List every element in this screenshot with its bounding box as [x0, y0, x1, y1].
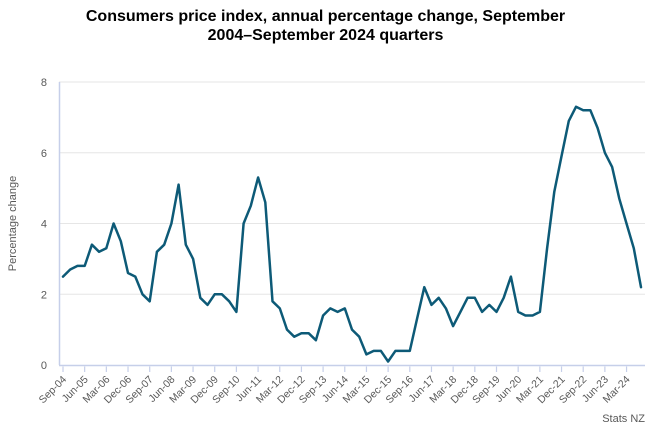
y-axis-title: Percentage change — [7, 176, 19, 271]
y-tick-label: 4 — [41, 219, 47, 231]
cpi-series-line — [61, 105, 643, 363]
y-tick-label: 6 — [41, 148, 47, 160]
source-label: Stats NZ — [602, 413, 645, 425]
chart-title: Consumers price index, annual percentage… — [0, 7, 651, 45]
chart-title-line-1: Consumers price index, annual percentage… — [85, 8, 566, 25]
y-tick-label: 8 — [41, 77, 47, 89]
y-tick-label: 0 — [41, 360, 47, 372]
y-tick-label: 2 — [41, 289, 47, 301]
chart-title-line-2: 2004–September 2024 quarters — [207, 27, 444, 44]
